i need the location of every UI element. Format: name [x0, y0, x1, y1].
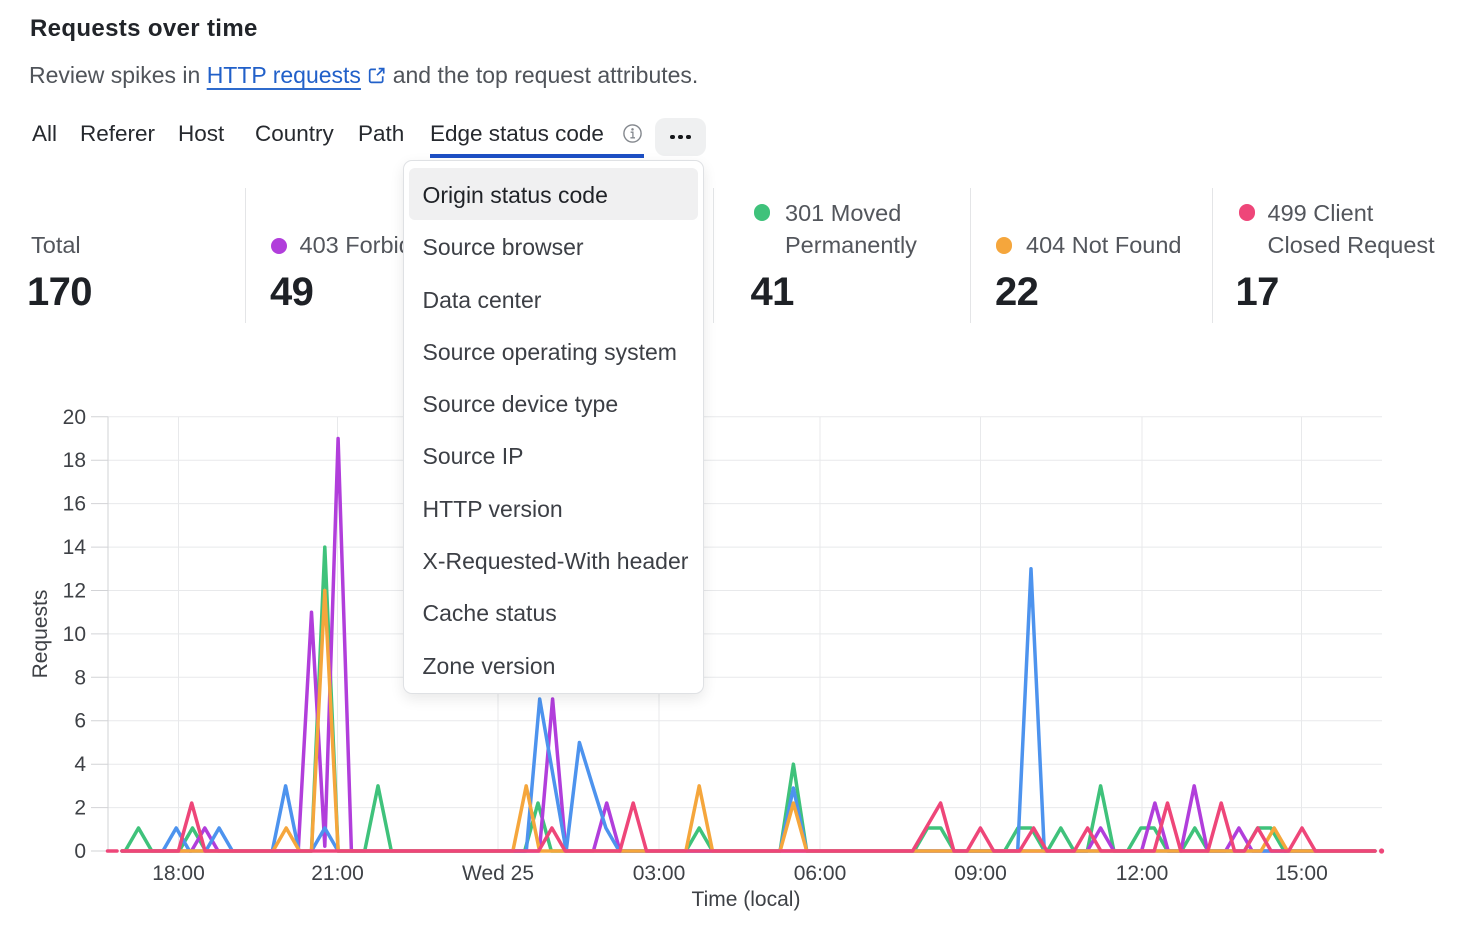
svg-text:Requests: Requests: [29, 590, 52, 679]
svg-text:16: 16: [63, 493, 86, 516]
svg-text:12:00: 12:00: [1116, 862, 1169, 885]
svg-text:10: 10: [63, 623, 86, 646]
svg-text:2: 2: [74, 797, 86, 820]
svg-text:Time (local): Time (local): [692, 888, 801, 911]
svg-text:8: 8: [74, 666, 86, 689]
svg-text:12: 12: [63, 580, 86, 603]
svg-text:06:00: 06:00: [794, 862, 847, 885]
svg-text:09:00: 09:00: [954, 862, 1007, 885]
svg-text:14: 14: [63, 536, 87, 559]
svg-text:20: 20: [63, 406, 86, 429]
svg-text:18:00: 18:00: [152, 862, 205, 885]
svg-text:18: 18: [63, 449, 86, 472]
svg-text:0: 0: [74, 840, 86, 863]
svg-text:Wed 25: Wed 25: [462, 862, 534, 885]
svg-text:4: 4: [74, 753, 86, 776]
svg-text:03:00: 03:00: [633, 862, 686, 885]
svg-text:6: 6: [74, 710, 86, 733]
svg-text:15:00: 15:00: [1275, 862, 1328, 885]
svg-text:21:00: 21:00: [311, 862, 364, 885]
